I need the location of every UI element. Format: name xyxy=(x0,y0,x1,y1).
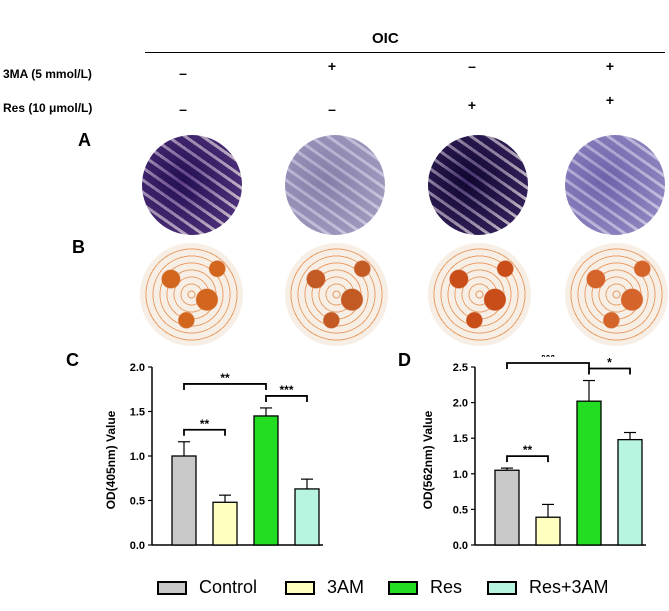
sign-res-res: + xyxy=(467,97,477,113)
panel-label-b: B xyxy=(72,237,85,257)
chart-c-bar-3am xyxy=(212,501,238,546)
well-b-3am xyxy=(285,243,388,346)
chart-d-bar-res xyxy=(576,400,602,546)
chart-d-ytick-label: 0.0 xyxy=(453,540,468,552)
chart-d-ylabel: OD(562nm) Value xyxy=(421,410,435,509)
chart-c-ytick-label: 0.5 xyxy=(130,496,145,508)
legend-label-3am: 3AM xyxy=(327,577,365,597)
chart-d-sig-bracket xyxy=(588,367,631,375)
well-b-res xyxy=(428,243,531,346)
legend-label-res: Res xyxy=(430,577,463,597)
panel-label-a: A xyxy=(78,130,91,150)
chart-c-sig-bracket xyxy=(183,383,267,390)
well-a-res xyxy=(428,135,528,235)
chart-c: OD(405nm) Value 0.00.51.01.52.0******* xyxy=(104,362,323,552)
chart-c-bar-control xyxy=(171,455,197,546)
legend-label-res3am: Res+3AM xyxy=(529,577,609,597)
chart-c-sig-label: ** xyxy=(200,417,210,431)
chart-d-ytick-label: 1.0 xyxy=(453,469,468,481)
well-b-control xyxy=(140,243,243,346)
legend-swatch-3am xyxy=(285,580,315,595)
well-a-3am xyxy=(285,135,385,235)
chart-c-ytick-label: 2.0 xyxy=(130,362,145,374)
row-label-3ma: 3MA (5 mmol/L) xyxy=(3,67,92,81)
chart-d-sig-label: ** xyxy=(523,443,533,457)
row-label-res: Res (10 μmol/L) xyxy=(3,101,93,115)
legend-swatch-res3am xyxy=(487,580,517,595)
legend-swatch-control xyxy=(157,580,187,595)
chart-d: OD(562nm) Value 0.00.51.01.52.02.5***** * xyxy=(421,355,646,552)
sign-3ma-res: – xyxy=(468,58,476,74)
well-b-res3am xyxy=(565,243,668,346)
chart-d-ytick-label: 2.0 xyxy=(453,398,468,410)
group-divider xyxy=(145,52,665,53)
chart-c-ytick-label: 0.0 xyxy=(130,540,145,552)
chart-d-sig-bracket xyxy=(506,362,590,369)
chart-c-ylabel: OD(405nm) Value xyxy=(104,410,118,509)
sign-3ma-control: – xyxy=(179,65,187,81)
sign-res-control: – xyxy=(179,101,187,117)
chart-c-ytick-label: 1.5 xyxy=(130,407,145,419)
chart-c-ytick-label: 1.0 xyxy=(130,451,145,463)
group-label: OIC xyxy=(372,30,399,47)
sign-res-res3am: + xyxy=(605,92,615,108)
chart-c-bar-res3am xyxy=(294,488,320,546)
panel-label-c: C xyxy=(66,350,79,370)
well-a-res3am xyxy=(565,135,665,235)
legend-swatch-res xyxy=(388,580,418,595)
chart-c-bar-res xyxy=(253,415,279,546)
chart-d-sig-label: *** xyxy=(541,355,555,364)
chart-d-bar-res3am xyxy=(617,438,643,546)
sign-res-3am: – xyxy=(328,101,336,117)
well-a-control xyxy=(142,135,242,235)
legend-label-control: Control xyxy=(199,577,258,597)
legend-item-res3am: Res+3AM xyxy=(487,577,609,598)
chart-c-sig-label: ** xyxy=(220,371,230,385)
sign-3ma-3am: + xyxy=(327,58,337,74)
chart-c-sig-bracket xyxy=(183,428,226,436)
chart-d-bar-3am xyxy=(535,516,561,546)
chart-d-ytick-label: 0.5 xyxy=(453,504,468,516)
chart-c-sig-label: *** xyxy=(279,383,293,397)
chart-d-sig-label: * xyxy=(607,356,612,370)
legend-item-3am: 3AM xyxy=(285,577,364,598)
chart-d-ytick-label: 1.5 xyxy=(453,433,468,445)
legend-item-control: Control xyxy=(157,577,257,598)
legend-item-res: Res xyxy=(388,577,462,598)
chart-d-ytick-label: 2.5 xyxy=(453,362,468,374)
chart-c-sig-bracket xyxy=(265,395,308,402)
panel-label-d: D xyxy=(398,350,411,370)
chart-d-bar-control xyxy=(494,469,520,546)
chart-d-sig-bracket xyxy=(506,455,549,463)
sign-3ma-res3am: + xyxy=(605,58,615,74)
